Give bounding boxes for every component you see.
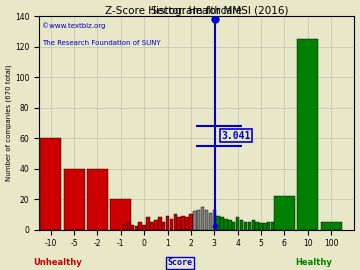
Bar bbox=[193, 211, 197, 230]
Bar bbox=[143, 225, 146, 230]
Bar bbox=[255, 222, 259, 230]
Bar bbox=[64, 168, 85, 230]
Bar bbox=[150, 222, 154, 230]
Bar bbox=[220, 217, 224, 230]
Bar bbox=[201, 207, 204, 230]
Bar bbox=[263, 224, 267, 230]
Text: 3.041: 3.041 bbox=[221, 131, 251, 141]
Text: Sector: Healthcare: Sector: Healthcare bbox=[151, 6, 242, 16]
Bar bbox=[166, 216, 169, 230]
Y-axis label: Number of companies (670 total): Number of companies (670 total) bbox=[5, 65, 12, 181]
Bar bbox=[154, 220, 158, 230]
Bar bbox=[127, 224, 130, 230]
Text: Unhealthy: Unhealthy bbox=[33, 258, 82, 267]
Bar bbox=[181, 216, 185, 230]
Bar bbox=[259, 224, 263, 230]
Bar bbox=[139, 222, 142, 230]
Bar bbox=[275, 224, 278, 230]
Bar bbox=[267, 222, 270, 230]
Bar bbox=[87, 168, 108, 230]
Bar bbox=[197, 210, 201, 230]
Bar bbox=[40, 138, 61, 230]
Bar bbox=[248, 222, 251, 230]
Bar bbox=[216, 216, 220, 230]
Bar bbox=[170, 219, 173, 230]
Text: Healthy: Healthy bbox=[295, 258, 332, 267]
Bar bbox=[224, 219, 228, 230]
Bar bbox=[131, 225, 134, 230]
Text: Score: Score bbox=[167, 258, 193, 267]
Bar bbox=[320, 222, 342, 230]
Bar bbox=[205, 210, 208, 230]
Text: ©www.textbiz.org: ©www.textbiz.org bbox=[42, 23, 105, 29]
Bar bbox=[236, 217, 239, 230]
Bar bbox=[271, 222, 274, 230]
Bar bbox=[208, 213, 212, 230]
Bar bbox=[228, 220, 232, 230]
Bar bbox=[185, 217, 189, 230]
Bar bbox=[252, 220, 255, 230]
Bar bbox=[123, 225, 127, 230]
Bar bbox=[158, 217, 162, 230]
Bar bbox=[232, 222, 235, 230]
Bar bbox=[177, 217, 181, 230]
Bar bbox=[297, 39, 318, 230]
Bar bbox=[110, 199, 131, 230]
Title: Z-Score Histogram for MMSI (2016): Z-Score Histogram for MMSI (2016) bbox=[105, 6, 288, 16]
Text: The Research Foundation of SUNY: The Research Foundation of SUNY bbox=[42, 40, 161, 46]
Bar bbox=[162, 222, 165, 230]
Bar bbox=[135, 227, 138, 230]
Bar bbox=[174, 214, 177, 230]
Bar bbox=[240, 220, 243, 230]
Bar bbox=[212, 210, 216, 230]
Bar bbox=[279, 225, 282, 230]
Bar bbox=[274, 196, 295, 229]
Bar bbox=[244, 222, 247, 230]
Bar bbox=[189, 214, 193, 230]
Bar bbox=[147, 217, 150, 230]
